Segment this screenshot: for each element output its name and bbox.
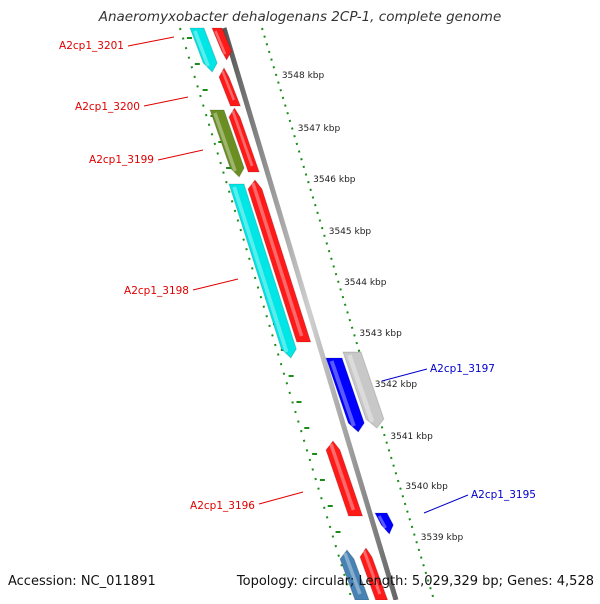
scale-tick-label: 3539 kbp xyxy=(421,533,464,543)
gene-a2cp1-3198 xyxy=(228,183,297,359)
gene-label-leader xyxy=(192,278,239,291)
gene-a2cp1-3199-highlight xyxy=(213,112,237,172)
gene-label: A2cp1_3199 xyxy=(89,154,154,166)
scale-dotted-line-inner xyxy=(179,27,353,601)
gene-label: A2cp1_3198 xyxy=(124,285,189,297)
gene-label: A2cp1_3196 xyxy=(190,500,255,512)
gene-a2cp1-3195 xyxy=(374,512,394,535)
gene-label: A2cp1_3197 xyxy=(430,363,495,375)
scale-tick-label: 3546 kbp xyxy=(313,175,356,185)
gene-label-leader xyxy=(381,368,428,382)
gene-label: A2cp1_3195 xyxy=(471,489,536,501)
gene-label-leader xyxy=(423,494,469,514)
scale-tick-label: 3544 kbp xyxy=(344,278,387,288)
scale-tick-label: 3545 kbp xyxy=(329,227,372,237)
gene-label: A2cp1_3200 xyxy=(75,101,140,113)
gene-label-leader xyxy=(157,149,204,161)
genome-title: Anaeromyxobacter dehalogenans 2CP-1, com… xyxy=(98,9,502,25)
gene-a2cp1-3201 xyxy=(189,27,218,73)
gene-a2cp1-3201-highlight xyxy=(193,30,210,67)
gene-red-upper xyxy=(211,27,233,62)
genome-backbone xyxy=(221,27,399,601)
scale-tick-label: 3543 kbp xyxy=(359,329,402,339)
gene-red-bottom-highlight xyxy=(362,550,382,595)
gene-grey-3197b-highlight xyxy=(347,354,375,423)
gene-grey-3197b xyxy=(342,351,385,429)
gene-red-3198b-highlight xyxy=(251,182,304,337)
scale-dotted-line-outer xyxy=(261,27,435,601)
gene-a2cp1-3200-highlight xyxy=(221,70,236,101)
gene-red-upper-highlight xyxy=(214,30,227,55)
gene-red-3199b-highlight xyxy=(231,110,254,167)
scale-tick-label: 3548 kbp xyxy=(282,71,325,81)
gene-red-3199b xyxy=(228,107,260,173)
gene-a2cp1-3196-highlight xyxy=(329,443,356,511)
gene-a2cp1-3199 xyxy=(209,109,245,178)
scale-tick-label: 3547 kbp xyxy=(298,124,341,134)
gene-steelblue-bottom-highlight xyxy=(343,552,362,595)
scale-tick-label: 3540 kbp xyxy=(405,482,448,492)
genome-stats-text: Topology: circular; Length: 5,029,329 bp… xyxy=(236,574,594,589)
accession-text: Accession: NC_011891 xyxy=(8,574,156,589)
gene-label: A2cp1_3201 xyxy=(59,40,124,52)
gene-label-leader xyxy=(127,36,175,47)
scale-tick-label: 3542 kbp xyxy=(375,380,418,390)
gene-a2cp1-3200 xyxy=(218,66,242,107)
gene-a2cp1-3197-highlight xyxy=(329,360,356,427)
gene-a2cp1-3195-highlight xyxy=(377,515,387,529)
gene-red-3198b xyxy=(247,179,312,343)
gene-a2cp1-3198-highlight xyxy=(232,186,289,353)
gene-a2cp1-3196 xyxy=(325,440,364,517)
scale-tick-label: 3541 kbp xyxy=(390,432,433,442)
gene-label-leader xyxy=(143,96,189,107)
gene-label-leader xyxy=(258,491,304,505)
gene-a2cp1-3197 xyxy=(325,357,365,433)
